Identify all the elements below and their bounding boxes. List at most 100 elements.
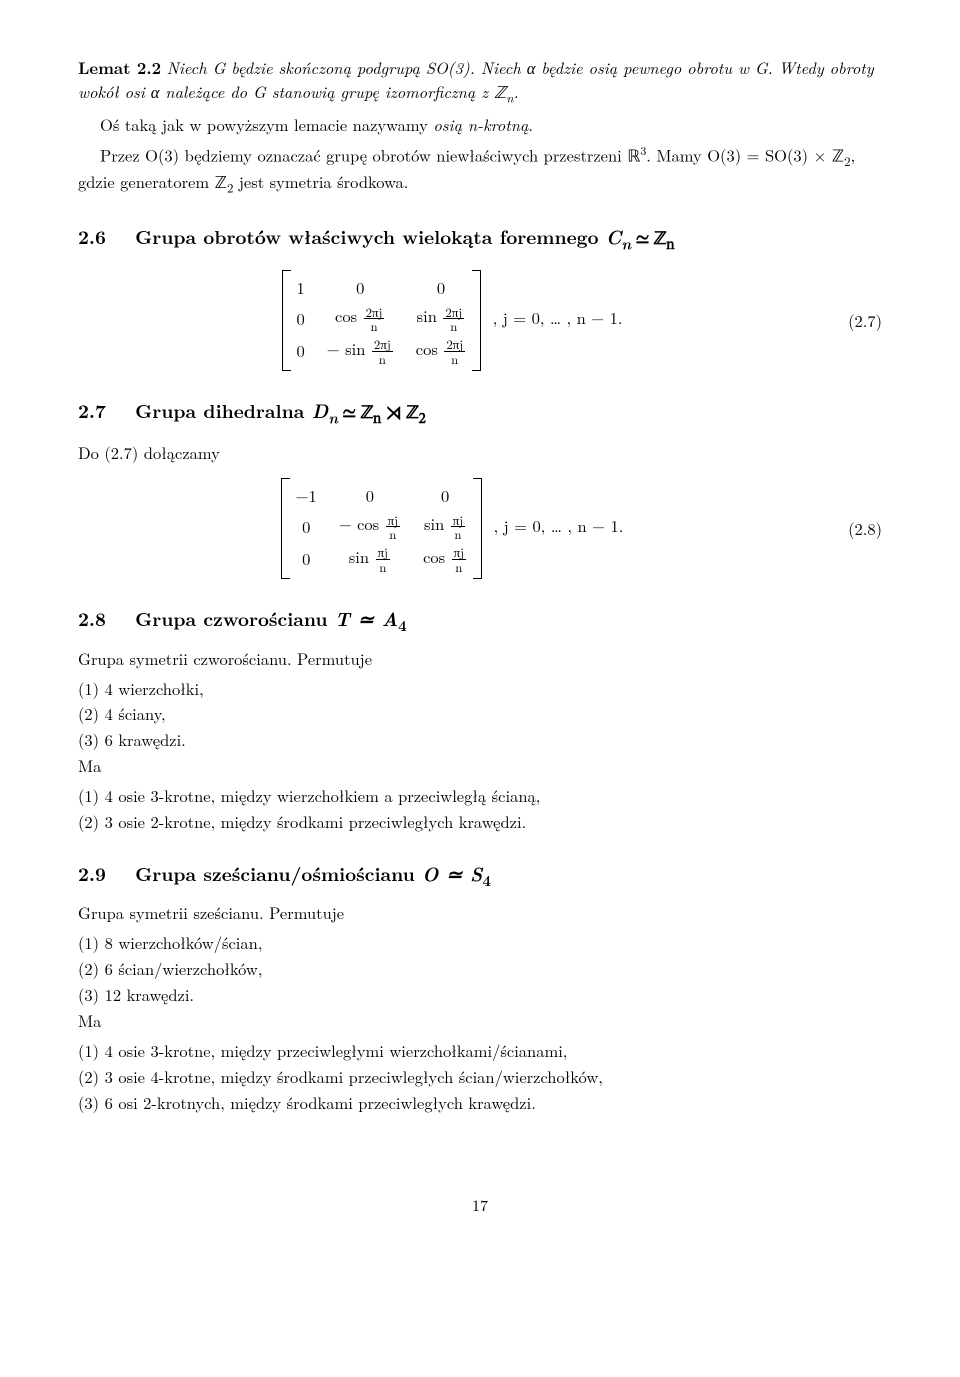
t2s: 4 — [398, 615, 407, 636]
matrix-1: 1 0 0 0 cos 2πjn sin 2πjn 0 − sin 2πjn c… — [282, 270, 482, 371]
list-item: (1) 4 osie 3-krotne, między wierzchołkie… — [78, 784, 882, 808]
frac: 2πjn — [444, 337, 465, 365]
c: cos 2πjn — [416, 337, 466, 365]
eq-body: −1 0 0 0 − cos πjn sin πjn 0 sin πjn cos… — [78, 478, 826, 579]
matrix-cells: −1 0 0 0 − cos πjn sin πjn 0 sin πjn cos… — [290, 478, 473, 579]
para-o3: Przez O(3) będziemy oznaczać grupę obrot… — [78, 143, 882, 197]
c: 0 — [327, 276, 394, 300]
p: sin — [349, 544, 375, 568]
p29a: Grupa symetrii sześcianu. Permutuje — [78, 901, 882, 925]
t2: C — [606, 222, 622, 250]
frac: 2πjn — [443, 305, 464, 333]
p28a: Grupa symetrii czworościanu. Permutuje — [78, 647, 882, 671]
c: − cos πjn — [339, 512, 401, 540]
frac: πjn — [452, 545, 466, 573]
frac: πjn — [451, 513, 465, 541]
matrix-cells: 1 0 0 0 cos 2πjn sin 2πjn 0 − sin 2πjn c… — [291, 270, 473, 371]
page-number: 17 — [78, 1193, 882, 1216]
t3: ≃ ℤ — [631, 230, 666, 249]
secnum: 2.6 — [78, 222, 106, 250]
lemma-label: Lemat 2.2 — [78, 55, 161, 79]
list-item: (2) 4 ściany, — [78, 702, 882, 726]
t4: jest symetria środkowa. — [233, 169, 408, 193]
c: 0 — [296, 515, 317, 539]
t2: O ≃ S — [422, 859, 482, 887]
bracket-right — [473, 478, 482, 579]
t1: Grupa czworościanu — [135, 604, 335, 632]
t2: T ≃ A — [335, 604, 398, 632]
p: cos — [335, 303, 363, 327]
c: 0 — [297, 307, 305, 331]
lemma-end: . — [513, 79, 518, 103]
list-item: (3) 6 krawędzi. — [78, 728, 882, 752]
p: sin — [424, 511, 450, 535]
c: sin πjn — [339, 545, 401, 573]
equation-2-8: −1 0 0 0 − cos πjn sin πjn 0 sin πjn cos… — [78, 478, 882, 579]
list-item: (2) 3 osie 2-krotne, między środkami prz… — [78, 810, 882, 834]
p: cos — [416, 336, 444, 360]
section-2-9-heading: 2.9 Grupa sześcianu/ośmiościanu O ≃ S4 — [78, 860, 882, 891]
t4s: 2 — [418, 412, 425, 427]
list-28-permutes: (1) 4 wierzchołki, (2) 4 ściany, (3) 6 k… — [78, 677, 882, 753]
t2s: n — [328, 406, 338, 428]
c: 0 — [296, 547, 317, 571]
eq-tag: (2.8) — [826, 517, 882, 541]
c: sin 2πjn — [416, 304, 466, 332]
t1: Grupa sześcianu/ośmiościanu — [135, 859, 422, 887]
do-2-7: Do (2.7) dołączamy — [78, 441, 882, 465]
t3s: n — [666, 238, 675, 253]
frac: 2πjn — [364, 305, 385, 333]
frac: πjn — [376, 545, 390, 573]
list-item: (2) 3 osie 4-krotne, między środkami prz… — [78, 1065, 882, 1089]
eq-range: , j = 0, … , n − 1. — [493, 305, 623, 329]
lemma: Lemat 2.2 Niech G będzie skończoną podgr… — [78, 56, 882, 107]
t2: . Mamy O(3) = SO(3) × ℤ — [646, 142, 844, 166]
list-item: (3) 6 osi 2-krotnych, między środkami pr… — [78, 1091, 882, 1115]
t: Oś taką jak w powyższym lemacie nazywamy — [100, 112, 433, 136]
c: cos πjn — [423, 545, 467, 573]
c: 0 — [297, 339, 305, 363]
equation-2-7: 1 0 0 0 cos 2πjn sin 2πjn 0 − sin 2πjn c… — [78, 270, 882, 371]
t4: ⋊ ℤ — [381, 404, 418, 423]
p: cos — [423, 544, 451, 568]
t1: Grupa dihedralna — [135, 396, 312, 424]
c: 0 — [339, 484, 401, 508]
c: −1 — [296, 484, 317, 508]
list-29-axes: (1) 4 osie 3-krotne, między przeciwległy… — [78, 1039, 882, 1115]
list-29-permutes: (1) 8 wierzchołków/ścian, (2) 6 ścian/wi… — [78, 931, 882, 1007]
list-item: (1) 8 wierzchołków/ścian, — [78, 931, 882, 955]
bracket-right — [472, 270, 481, 371]
secnum: 2.7 — [78, 396, 106, 424]
t2s: n — [622, 232, 632, 254]
frac: 2πjn — [372, 337, 393, 365]
t2: . — [528, 112, 533, 136]
p: − sin — [327, 336, 371, 360]
p: sin — [417, 303, 443, 327]
t-em: osią n-krotną — [433, 112, 528, 136]
lemma-text: Niech G będzie skończoną podgrupą SO(3).… — [78, 55, 874, 103]
list-item: (1) 4 osie 3-krotne, między przeciwległy… — [78, 1039, 882, 1063]
c: − sin 2πjn — [327, 337, 394, 365]
list-item: (2) 6 ścian/wierzchołków, — [78, 957, 882, 981]
secnum: 2.8 — [78, 604, 106, 632]
lemma-body: Niech G będzie skończoną podgrupą SO(3).… — [78, 55, 874, 103]
list-28-axes: (1) 4 osie 3-krotne, między wierzchołkie… — [78, 784, 882, 834]
c: 1 — [297, 276, 305, 300]
section-2-8-heading: 2.8 Grupa czworościanu T ≃ A4 — [78, 605, 882, 636]
c: sin πjn — [423, 512, 467, 540]
eq-body: 1 0 0 0 cos 2πjn sin 2πjn 0 − sin 2πjn c… — [78, 270, 826, 371]
eq-tag: (2.7) — [826, 309, 882, 333]
ma-28: Ma — [78, 754, 882, 778]
t: Przez O(3) będziemy oznaczać grupę obrot… — [100, 142, 640, 166]
section-2-7-heading: 2.7 Grupa dihedralna Dn ≃ ℤn ⋊ ℤ2 — [78, 397, 882, 430]
t1: Grupa obrotów właściwych wielokąta forem… — [135, 222, 606, 250]
c: 0 — [416, 276, 466, 300]
c: 0 — [423, 484, 467, 508]
t2s: 4 — [482, 870, 491, 891]
para-os: Oś taką jak w powyższym lemacie nazywamy… — [78, 113, 882, 137]
t2: D — [312, 396, 329, 424]
secnum: 2.9 — [78, 859, 106, 887]
list-item: (3) 12 krawędzi. — [78, 983, 882, 1007]
c: cos 2πjn — [327, 304, 394, 332]
p: − cos — [339, 511, 385, 535]
